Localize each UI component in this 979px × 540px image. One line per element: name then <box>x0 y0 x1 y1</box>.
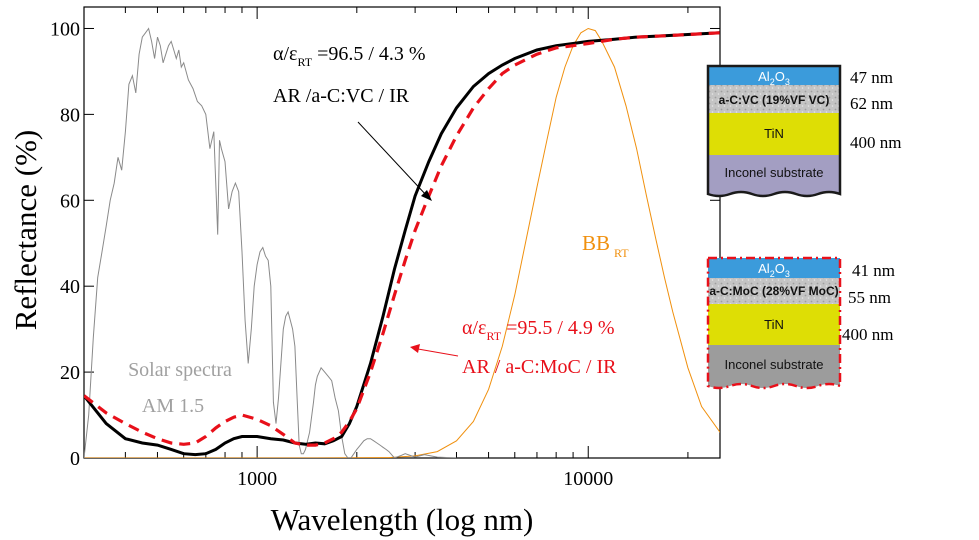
arrow-moc-head <box>410 344 420 353</box>
layer-absorber-label: a-C:VC (19%VF VC) <box>719 93 830 107</box>
x-axis-title: Wavelength (log nm) <box>271 502 534 537</box>
y-axis-title: Reflectance (%) <box>8 130 43 331</box>
plot-area <box>83 6 721 459</box>
y-tick-label: 0 <box>70 448 80 470</box>
y-tick-label: 100 <box>50 18 80 40</box>
annotation-solar-line2: AM 1.5 <box>142 395 204 417</box>
y-tick-label: 80 <box>60 104 80 126</box>
layer-tin-label: TiN <box>764 126 784 141</box>
thickness-tin: 400 nm <box>850 133 901 152</box>
series-line-blackbody <box>84 27 720 458</box>
arrow-vc <box>357 121 428 197</box>
thickness-al2o3: 41 nm <box>852 261 895 280</box>
thickness-absorber: 62 nm <box>850 94 893 113</box>
thickness-absorber: 55 nm <box>848 288 891 307</box>
layer-al2o3 <box>708 258 840 278</box>
layer-stack-vc: Al2O3 a-C:VC (19%VF VC) TiN Inconel subs… <box>706 64 901 198</box>
annotation-moc-stack: AR / a-C:MoC / IR <box>462 356 617 378</box>
x-axis: 1000 10000 <box>83 7 689 490</box>
layer-tin-label: TiN <box>764 317 784 332</box>
arrow-moc <box>417 348 459 357</box>
stack-vc-outline <box>706 64 842 198</box>
y-tick-label: 20 <box>60 362 80 384</box>
annotation-moc-ratio: α/εRT =95.5 / 4.9 % <box>462 317 615 343</box>
layer-substrate-label: Inconel substrate <box>724 357 823 372</box>
y-axis: 0 20 40 60 80 100 <box>50 18 720 470</box>
layer-substrate <box>708 155 840 196</box>
annotation-vc-ratio: α/εRT =96.5 / 4.3 % <box>273 43 426 69</box>
layer-absorber-label: a-C:MoC (28%VF MoC) <box>709 284 838 298</box>
layer-al2o3-label: Al2O3 <box>758 69 790 87</box>
series-line-ac-moc <box>84 31 720 447</box>
layer-stack-moc: Al2O3 a-C:MoC (28%VF MoC) TiN Inconel su… <box>706 256 895 390</box>
annotation-blackbody: BB RT <box>582 231 629 260</box>
layer-absorber <box>708 278 840 304</box>
annotation-solar-line1: Solar spectra <box>128 359 232 381</box>
y-tick-label: 60 <box>60 190 80 212</box>
annotation-vc-stack: AR /a-C:VC / IR <box>273 85 410 107</box>
series-line-ac-vc <box>84 31 720 457</box>
layer-al2o3-label: Al2O3 <box>758 261 790 279</box>
y-tick-label: 40 <box>60 276 80 298</box>
layer-tin <box>708 304 840 345</box>
x-tick-label: 10000 <box>563 468 613 490</box>
series-line-solar-spectrum <box>84 27 457 458</box>
layer-substrate <box>708 345 840 388</box>
stack-moc-outline <box>706 256 842 390</box>
layer-substrate-label: Inconel substrate <box>724 165 823 180</box>
layer-al2o3 <box>708 66 840 85</box>
layer-tin <box>708 113 840 155</box>
x-tick-label: 1000 <box>237 468 277 490</box>
layer-absorber <box>708 85 840 113</box>
thickness-al2o3: 47 nm <box>850 68 893 87</box>
arrow-vc-head <box>421 190 432 201</box>
thickness-tin: 400 nm <box>842 325 893 344</box>
